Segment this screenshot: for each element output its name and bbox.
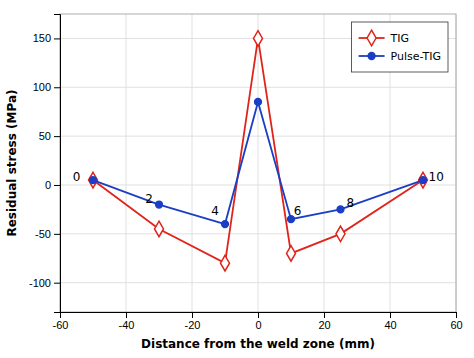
y-axis-tick-label: 0 [45, 179, 51, 191]
x-axis-tick-label: -20 [185, 319, 201, 331]
x-axis-tick: 60 [450, 312, 462, 331]
legend-marker [367, 30, 376, 46]
series-line [93, 102, 423, 224]
x-axis-tick-mark [456, 312, 457, 318]
legend-label: Pulse-TIG [391, 50, 441, 63]
y-axis-tick: 100 [33, 81, 60, 93]
grid-line-x [258, 14, 259, 312]
x-axis-tick: 0 [255, 312, 261, 331]
annotation: 4 [211, 204, 219, 218]
series-point [221, 255, 230, 271]
y-axis-tick-mark [54, 38, 60, 39]
series-point [156, 201, 163, 208]
grid-line-x [126, 14, 127, 312]
legend-label: TIG [390, 32, 410, 45]
plot-frame [60, 14, 456, 312]
grid-line-y [60, 282, 456, 283]
y-axis: -100 -50 0 50 100 150 [29, 15, 61, 313]
y-axis-tick-mark [54, 185, 60, 186]
annotations: 0 2 4 6 8 10 [73, 170, 444, 218]
grid-line-x [324, 14, 325, 312]
y-axis-tick-mark [54, 234, 60, 235]
y-axis-tick-label: 100 [33, 81, 51, 93]
x-axis-tick-label: 40 [384, 319, 396, 331]
x-axis-tick-mark [192, 312, 193, 318]
x-axis-tick: 20 [318, 312, 330, 331]
y-axis-tick-label: 50 [39, 130, 51, 142]
y-axis-tick-mark [54, 87, 60, 88]
series-point [337, 206, 344, 213]
y-axis-title: Residual stress (MPa) [5, 89, 19, 236]
x-axis-tick: 40 [384, 312, 396, 331]
legend-marker [368, 53, 375, 60]
x-axis-tick-label: 60 [450, 319, 462, 331]
series-point [420, 177, 427, 184]
y-axis-tick: 50 [39, 130, 60, 142]
x-axis-tick-mark [390, 312, 391, 318]
series-point [222, 221, 229, 228]
x-axis-tick-label: -60 [53, 319, 69, 331]
annotation: 8 [347, 196, 355, 210]
legend-item: Pulse-TIG [359, 50, 441, 63]
series-point [336, 226, 345, 242]
legend-box [352, 22, 448, 72]
grid-line-x [192, 14, 193, 312]
series-point [255, 99, 262, 106]
series-point [155, 221, 164, 237]
series-point [419, 172, 428, 188]
grid-line-y [60, 184, 456, 185]
y-axis-line [54, 15, 61, 313]
y-axis-tick-label: -100 [29, 277, 51, 289]
legend-item: TIG [359, 30, 410, 46]
y-axis-tick: -100 [29, 277, 60, 289]
y-axis-tick-label: 150 [33, 32, 51, 44]
x-axis-tick: -60 [53, 312, 69, 331]
plot: -60 -40 -20 0 20 40 60 -100 -50 0 50 100 150 0 2 4 6 8 10 T… [29, 14, 463, 331]
y-axis-tick: 150 [33, 32, 60, 44]
x-axis-tick-mark [126, 312, 127, 318]
annotation: 6 [294, 204, 302, 218]
series-point [254, 31, 263, 47]
x-axis-tick-label: 0 [255, 319, 261, 331]
x-axis-title: Distance from the weld zone (mm) [141, 337, 375, 351]
y-axis-tick: -50 [35, 228, 60, 240]
x-axis-tick-label: -40 [119, 319, 135, 331]
x-axis-tick: -40 [119, 312, 135, 331]
x-axis-tick-label: 20 [318, 319, 330, 331]
x-axis-tick-mark [324, 312, 325, 318]
x-axis-tick-mark [258, 312, 259, 318]
chart: -60 -40 -20 0 20 40 60 -100 -50 0 50 100 150 0 2 4 6 8 10 T… [0, 0, 474, 358]
series-point [89, 172, 98, 188]
grid-line-y [60, 136, 456, 137]
annotation: 10 [429, 170, 444, 184]
y-axis-tick-label: -50 [35, 228, 51, 240]
x-axis-line [61, 313, 457, 319]
x-axis-tick: -20 [185, 312, 201, 331]
y-axis-tick: 0 [45, 179, 60, 191]
grid-line-y [60, 87, 456, 88]
grid-line-y [60, 233, 456, 234]
y-axis-tick-mark [54, 283, 60, 284]
annotation: 0 [73, 170, 81, 184]
grid [60, 14, 456, 312]
annotation: 2 [145, 192, 153, 206]
x-axis: -60 -40 -20 0 20 40 60 [53, 312, 463, 331]
series-point [287, 246, 296, 262]
legend: TIG Pulse-TIG [352, 22, 448, 72]
series-point [90, 177, 97, 184]
y-axis-tick-mark [54, 136, 60, 137]
